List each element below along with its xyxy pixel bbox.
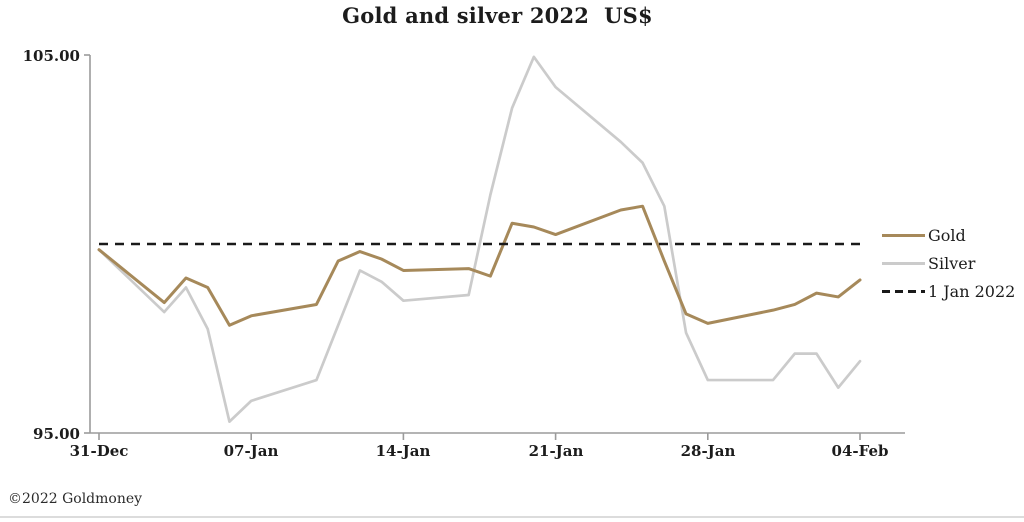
x-tick-label: 07-Jan bbox=[223, 442, 279, 460]
silver-line-swatch bbox=[882, 261, 925, 265]
chart-legend: Gold Silver 1 Jan 2022 bbox=[882, 221, 1015, 305]
x-tick-label: 31-Dec bbox=[69, 442, 129, 460]
x-tick-label: 04-Feb bbox=[831, 442, 889, 460]
gold-line-swatch bbox=[882, 233, 925, 237]
legend-item-baseline: 1 Jan 2022 bbox=[882, 277, 1015, 305]
legend-item-gold: Gold bbox=[882, 221, 1015, 249]
legend-label-silver: Silver bbox=[928, 253, 976, 273]
y-axis-max-label: 105.00 bbox=[22, 47, 80, 65]
gold-series-line bbox=[97, 204, 862, 327]
y-axis-min-label: 95.00 bbox=[33, 425, 80, 443]
x-tick-label: 28-Jan bbox=[680, 442, 736, 460]
silver-series-line bbox=[97, 55, 862, 424]
chart-title: Gold and silver 2022 US$ bbox=[342, 3, 653, 28]
x-tick-label: 14-Jan bbox=[375, 442, 431, 460]
copyright-text: ©2022 Goldmoney bbox=[8, 491, 143, 507]
legend-label-gold: Gold bbox=[928, 225, 966, 245]
x-tick-label: 21-Jan bbox=[528, 442, 584, 460]
baseline-dash-swatch bbox=[882, 289, 925, 293]
bottom-divider bbox=[0, 516, 1024, 518]
legend-label-baseline: 1 Jan 2022 bbox=[928, 281, 1016, 301]
legend-item-silver: Silver bbox=[882, 249, 1015, 277]
